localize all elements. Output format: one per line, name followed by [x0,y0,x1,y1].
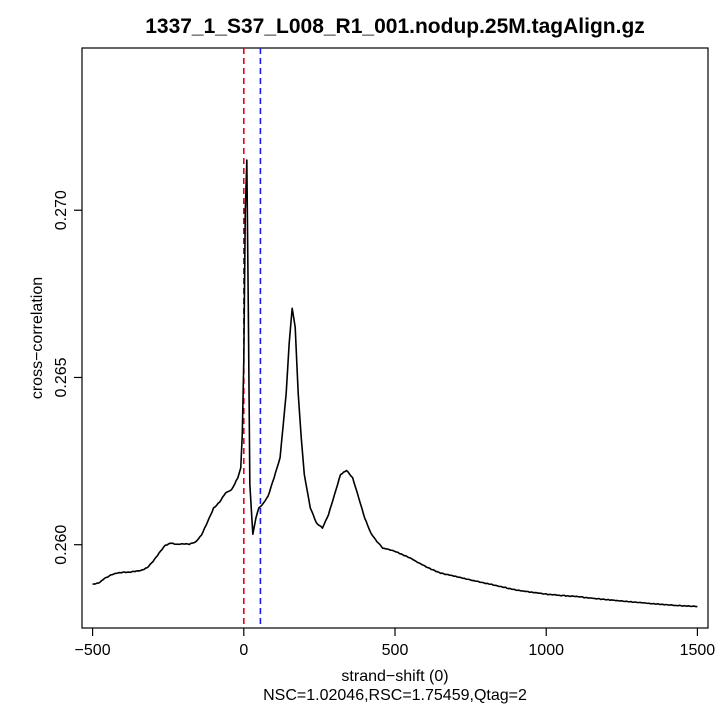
y-tick-label: 0.270 [53,190,70,230]
x-tick-label: 1500 [680,642,716,659]
y-axis-label: cross−correlation [29,277,46,399]
x-axis: −500 0 500 1000 1500 [75,628,716,659]
x-tick-label: −500 [75,642,111,659]
series-line-cross-correlation [92,159,698,608]
vertical-marker-lines [242,48,262,628]
y-axis: 0.260 0.265 0.270 [53,190,82,565]
chart-title: 1337_1_S37_L008_R1_001.nodup.25M.tagAlig… [145,15,645,38]
x-tick-label: 1000 [528,642,564,659]
x-tick-label: 500 [382,642,409,659]
x-axis-label: strand−shift (0) [341,668,448,685]
chart-subtitle: NSC=1.02046,RSC=1.75459,Qtag=2 [263,687,527,704]
y-tick-label: 0.260 [53,525,70,565]
x-tick-label: 0 [239,642,248,659]
series-group [92,159,698,608]
plot-frame [81,47,709,629]
y-tick-label: 0.265 [53,357,70,397]
